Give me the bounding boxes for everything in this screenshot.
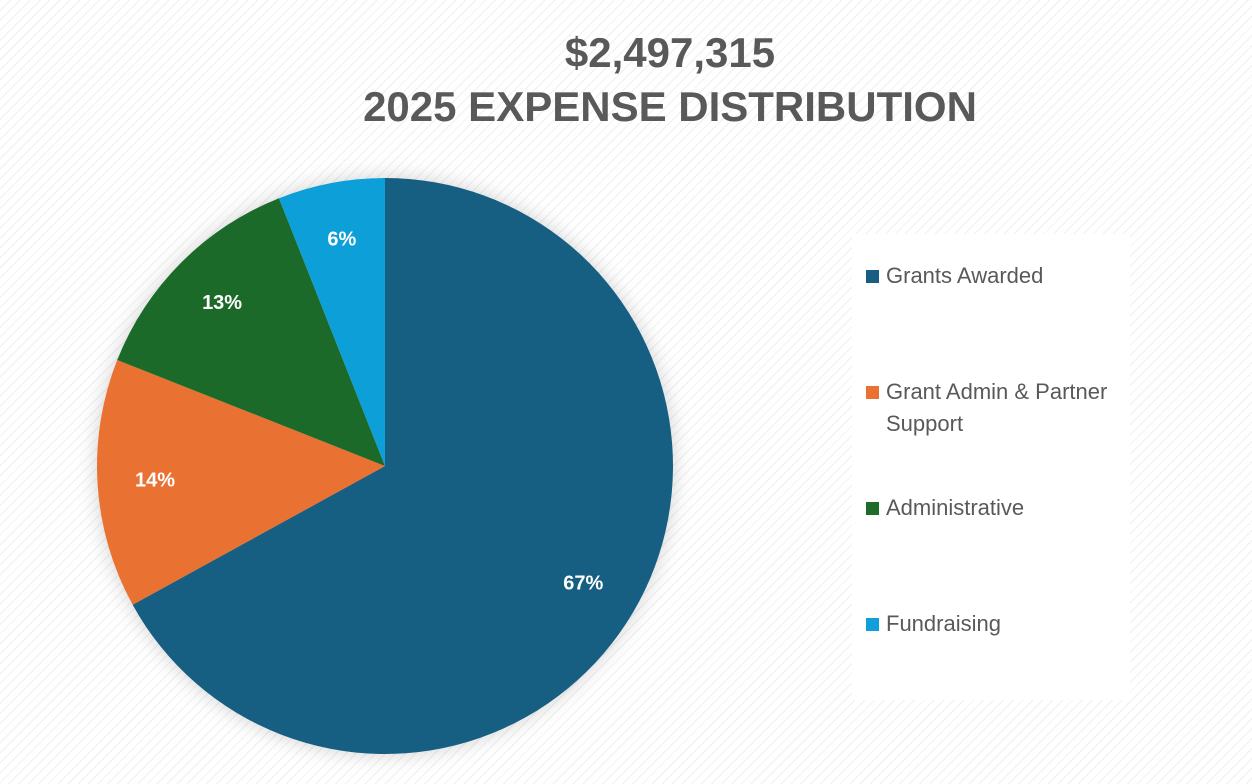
pie-slice-administrative	[117, 198, 386, 466]
pie-data-labels: 67% 14% 13% 6%	[135, 229, 604, 595]
chart-title-total: $2,497,315	[564, 29, 776, 76]
pie-slice-grants-awarded	[132, 178, 674, 754]
legend-label-grants-awarded: Grants Awarded	[886, 263, 1044, 288]
legend-item-fundraising: Fundraising	[866, 608, 1128, 640]
legend-swatch-grants-awarded	[866, 270, 879, 283]
legend-label-grant-admin: Grant Admin & Partner Support	[886, 379, 1108, 436]
pie-label-fundraising: 6%	[327, 229, 356, 251]
pie-slice-grant-admin-partner-support	[97, 359, 386, 605]
pie-slice-fundraising	[278, 178, 385, 466]
legend-swatch-fundraising	[866, 618, 879, 631]
legend-label-administrative: Administrative	[886, 495, 1025, 520]
pie-slices	[97, 178, 674, 754]
pie-label-grants-awarded: 67%	[563, 572, 603, 594]
legend: Grants Awarded Grant Admin & Partner Sup…	[852, 234, 1130, 700]
legend-item-grant-admin: Grant Admin & Partner Support	[866, 376, 1128, 440]
legend-item-grants-awarded: Grants Awarded	[866, 260, 1128, 292]
pie-label-administrative: 13%	[202, 292, 242, 314]
legend-item-administrative: Administrative	[866, 492, 1128, 524]
chart-title-heading: 2025 EXPENSE DISTRIBUTION	[363, 83, 977, 130]
legend-swatch-grant-admin	[866, 386, 879, 399]
legend-label-fundraising: Fundraising	[886, 611, 1001, 636]
legend-swatch-administrative	[866, 502, 879, 515]
pie-label-grant-admin-partner-support: 14%	[135, 469, 175, 491]
chart-title: $2,497,315 2025 EXPENSE DISTRIBUTION	[0, 26, 1252, 134]
